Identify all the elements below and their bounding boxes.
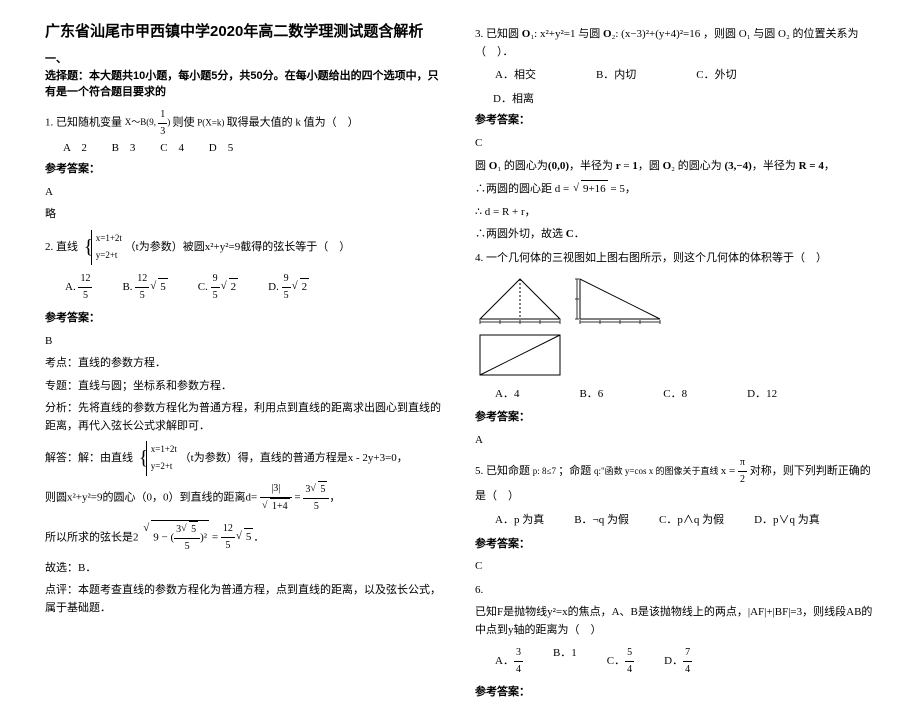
q4-opt-c: C．8 (663, 386, 687, 404)
q2-jieda-1: 解答：解：由直线 x=1+2t y=2+t （t为参数）得，直线的普通方程是x … (45, 441, 445, 476)
q5-options: A．p 为真 B．¬q 为假 C．p∧q 为假 D．p∨q 为真 (495, 512, 875, 530)
q5-ans: C (475, 558, 875, 576)
q1-ans-label: 参考答案： (45, 161, 445, 179)
q2-opt-c: C. 952 (198, 271, 238, 304)
q1-tail: 则使 (173, 116, 195, 128)
q2-jieda-4: 故选：B． (45, 560, 445, 578)
q3-s2: ∴两圆的圆心距 d = 9+16 = 5， (475, 180, 875, 199)
question-2: 2. 直线 x=1+2t y=2+t （t为参数）被圆x²+y²=9截得的弦长等… (45, 230, 445, 618)
q2-opt-a: A. 125 (65, 271, 92, 304)
left-column: 广东省汕尾市甲西镇中学2020年高二数学理测试题含解析 一、选择题：本大题共10… (30, 20, 460, 631)
q2-jieda-2: 则圆x²+y²=9的圆心（0，0）到直线的距离d= |3|1+4 = 355， (45, 481, 445, 515)
q4-three-views (475, 274, 875, 324)
q4-ans-label: 参考答案： (475, 409, 875, 427)
q2-param-y: y=2+t (96, 250, 118, 260)
q6-body: 已知F是抛物线y²=x的焦点，A、B是该抛物线上的两点，|AF|+|BF|=3，… (475, 604, 875, 639)
q6-ans-label: 参考答案： (475, 684, 875, 702)
q4-opt-d: D．12 (747, 386, 777, 404)
q2-fenxi: 分析：先将直线的参数方程化为普通方程，利用点到直线的距离求出圆心到直线的距离，再… (45, 400, 445, 435)
right-column: 3. 已知圆 O₁: x²+y²=1 与圆 O₂: (x−3)²+(y+4)²=… (460, 20, 890, 631)
q4-stem: 4. 一个几何体的三视图如上图右图所示，则这个几何体的体积等于（ ） (475, 250, 875, 268)
q6-opt-b: B．1 (553, 645, 577, 678)
q3-stem: 3. 已知圆 (475, 28, 519, 40)
q3-opt-b: B．内切 (596, 67, 636, 85)
q2-jieda-3: 所以所求的弦长是2 9 − (355)² = 1255． (45, 520, 445, 555)
q4-opt-b: B．6 (579, 386, 603, 404)
view-front-icon (475, 274, 565, 324)
section-1-heading: 一、选择题：本大题共10小题，每小题5分，共50分。在每小题给出的四个选项中，只… (45, 51, 445, 101)
q3-c1: O₁: x²+y²=1 (522, 28, 578, 40)
q2-zhuanti: 专题：直线与圆；坐标系和参数方程． (45, 378, 445, 396)
q2-tail: （t为参数）被圆x²+y²=9截得的弦长等于（ ） (125, 241, 351, 253)
q4-opt-a: A．4 (495, 386, 519, 404)
q3-s3: ∴ d = R + r， (475, 204, 875, 222)
q2-opt-d: D. 952 (268, 271, 309, 304)
question-4: 4. 一个几何体的三视图如上图右图所示，则这个几何体的体积等于（ ） (475, 250, 875, 449)
q4-top-view (475, 330, 875, 380)
question-6: 6. 已知F是抛物线y²=x的焦点，A、B是该抛物线上的两点，|AF|+|BF|… (475, 582, 875, 702)
q2-param-x: x=1+2t (96, 233, 122, 243)
q2-kaodian: 考点：直线的参数方程． (45, 355, 445, 373)
q2-opt-b: B. 1255 (122, 271, 167, 304)
view-side-icon (575, 274, 665, 324)
q2-stem: 2. 直线 (45, 241, 78, 253)
q5-opt-a: A．p 为真 (495, 512, 544, 530)
q5-stem: 5. 已知命题 (475, 465, 530, 477)
q6-opt-c: C．54 (607, 645, 634, 678)
q1-opt-b: B 3 (112, 142, 158, 154)
q6-opt-d: D．74 (664, 645, 692, 678)
q5-sym: x = π2 (721, 465, 750, 477)
q2-ans-label: 参考答案： (45, 310, 445, 328)
q3-s1: 圆 O₁ 的圆心为(0,0)，半径为 r = 1，圆 O₂ 的圆心为 (3,−4… (475, 158, 875, 176)
q5-ans-label: 参考答案： (475, 536, 875, 554)
q2-ans: B (45, 333, 445, 351)
q6-opt-a: A．34 (495, 645, 523, 678)
question-5: 5. 已知命题 p: 8≤7 ；命题 q:"函数 y=cos x 的图像关于直线… (475, 455, 875, 575)
q1-note: 略 (45, 206, 445, 224)
q3-ans-label: 参考答案： (475, 112, 875, 130)
exam-title: 广东省汕尾市甲西镇中学2020年高二数学理测试题含解析 (45, 20, 445, 41)
q3-options: A．相交 B．内切 C．外切 (495, 67, 875, 85)
q3-ans: C (475, 135, 875, 153)
view-top-icon (475, 330, 565, 380)
q5-opt-c: C．p∧q 为假 (659, 512, 724, 530)
q1-stem: 1. 已知随机变量 (45, 116, 122, 128)
q4-ans: A (475, 432, 875, 450)
q3-c2: O₂: (x−3)²+(y+4)²=16 (603, 28, 703, 40)
q5-opt-b: B．¬q 为假 (574, 512, 629, 530)
q1-opt-c: C 4 (160, 142, 206, 154)
q6-options: A．34 B．1 C．54 D．74 (495, 645, 875, 678)
q4-options: A．4 B．6 C．8 D．12 (495, 386, 875, 404)
q1-opt-a: A 2 (63, 142, 109, 154)
q2-options: A. 125 B. 1255 C. 952 D. 952 (65, 271, 445, 304)
q1-opt-d: D 5 (209, 142, 233, 154)
q1-ans: A (45, 184, 445, 202)
question-3: 3. 已知圆 O₁: x²+y²=1 与圆 O₂: (x−3)²+(y+4)²=… (475, 26, 875, 244)
q6-stem: 6. (475, 582, 875, 600)
q3-opt-d: D．相离 (493, 93, 534, 105)
q2-dianping: 点评：本题考查直线的参数方程化为普通方程，点到直线的距离，以及弦长公式，属于基础… (45, 582, 445, 617)
q3-s4: ∴两圆外切，故选 C． (475, 226, 875, 244)
q3-opt-c: C．外切 (696, 67, 736, 85)
q3-opt-a: A．相交 (495, 67, 536, 85)
q5-opt-d: D．p∨q 为真 (754, 512, 820, 530)
q1-tail2: 取得最大值的 k 值为（ ） (227, 116, 359, 128)
question-1: 1. 已知随机变量 X～B(9, 13) 则使 P(X=k) 取得最大值的 k … (45, 107, 445, 224)
